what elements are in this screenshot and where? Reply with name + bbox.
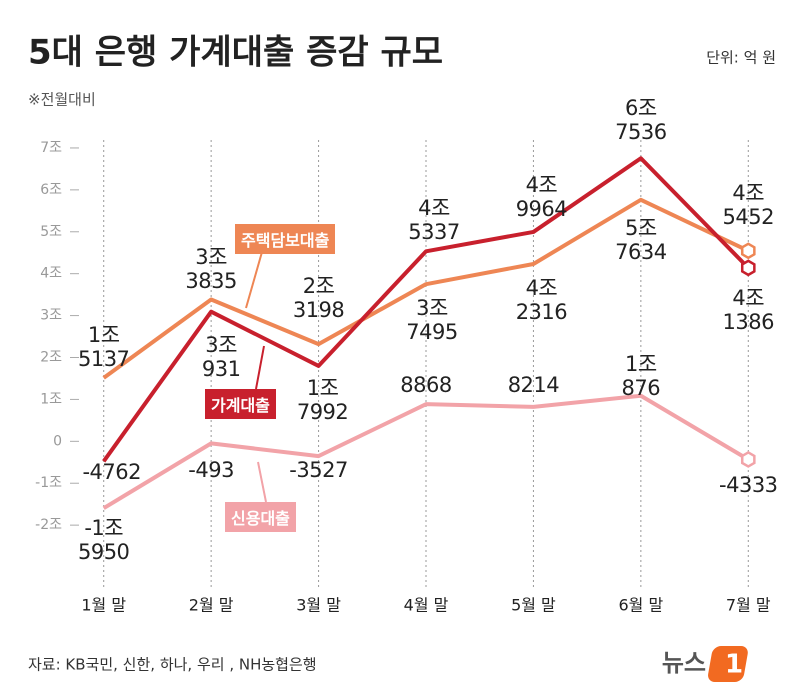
y-tick-label: 0 <box>53 433 62 449</box>
unit: 단위: 억 원 <box>706 49 776 67</box>
source: 자료: KB국민, 신한, 하나, 우리 , NH농협은행 <box>28 656 317 674</box>
brand-box <box>708 646 748 682</box>
y-tick-label: -2조 <box>35 517 62 533</box>
leader-line <box>255 345 265 390</box>
value-label: 4조 5452 <box>722 180 775 229</box>
y-tick-label: 5조 <box>40 224 62 240</box>
leader-line <box>245 251 263 309</box>
x-tick-label: 3월 말 <box>296 596 341 615</box>
value-label: 1조 7992 <box>296 375 349 424</box>
x-tick-label: 7월 말 <box>726 596 771 615</box>
value-label: 2조 3198 <box>292 274 345 323</box>
series-line <box>102 197 750 380</box>
value-label: 8868 <box>400 373 452 398</box>
legend-label: 주택담보대출 <box>235 224 336 254</box>
value-label: -4333 <box>719 473 778 498</box>
subtitle: ※전월대비 <box>28 91 96 109</box>
x-tick-label: 6월 말 <box>618 596 663 615</box>
series-line <box>102 393 750 510</box>
y-tick-label: 4조 <box>40 266 62 282</box>
y-tick-label: 2조 <box>40 350 62 366</box>
value-label: 1조 5137 <box>77 322 130 371</box>
x-tick-label: 2월 말 <box>189 596 234 615</box>
value-label: -4762 <box>82 460 141 485</box>
y-tick-label: 1조 <box>40 391 62 407</box>
value-label: -493 <box>188 458 234 483</box>
end-marker <box>740 451 756 468</box>
value-label: 3조 3835 <box>185 244 237 293</box>
legend-label: 가계대출 <box>205 389 276 419</box>
value-label: 8214 <box>507 372 560 397</box>
value-label: 1조876 <box>621 351 661 400</box>
series-line <box>102 156 750 463</box>
x-tick-label: 4월 말 <box>404 596 449 615</box>
leader-line <box>257 461 267 503</box>
plot: -2조 -1조 0 1조 2조 3조 4조 5조 6조 7조 1월 말 2월 말 3월 말 4월 말 5월 … <box>35 140 771 615</box>
value-label: 3조 7495 <box>406 296 458 345</box>
y-tick-label: 3조 <box>40 308 62 324</box>
value-label: -1조 5950 <box>77 516 130 565</box>
chart-title: 5대 은행 가계대출 증감 규모 <box>28 33 443 73</box>
x-tick-label: 5월 말 <box>511 596 556 615</box>
value-label: 4조 5337 <box>408 196 460 245</box>
x-tick-label: 1월 말 <box>81 596 126 615</box>
value-label: 5조 7634 <box>615 215 667 264</box>
end-marker <box>740 242 756 260</box>
y-tick-label: 6조 <box>40 182 62 198</box>
value-label: 4조 9964 <box>515 172 568 221</box>
value-label: -3527 <box>289 458 348 483</box>
legend-label: 신용대출 <box>225 502 296 532</box>
brand: 뉴스 <box>662 649 706 677</box>
value-label: 3조 931 <box>201 332 241 381</box>
y-tick-label: 7조 <box>40 140 62 156</box>
value-label: 4조 2316 <box>515 275 568 324</box>
end-marker <box>740 259 756 277</box>
y-tick-label: -1조 <box>35 475 62 491</box>
value-label: 4조 1386 <box>722 285 775 334</box>
value-label: 6조 7536 <box>615 96 667 145</box>
brand-mark: 1 <box>725 650 743 680</box>
